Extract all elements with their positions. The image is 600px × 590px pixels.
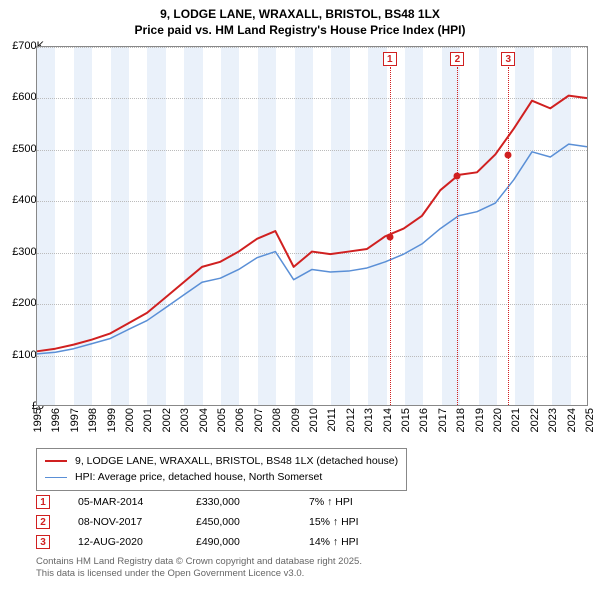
- sale-marker-point: [386, 234, 393, 241]
- x-axis-label: 2013: [363, 408, 375, 432]
- chart-title: 9, LODGE LANE, WRAXALL, BRISTOL, BS48 1L…: [0, 0, 600, 40]
- sale-hpi-delta: 15% ↑ HPI: [309, 516, 399, 528]
- sale-marker-point: [454, 172, 461, 179]
- sale-date: 05-MAR-2014: [78, 496, 168, 508]
- x-axis-label: 1998: [87, 408, 99, 432]
- x-axis-label: 2005: [216, 408, 228, 432]
- x-axis-label: 2012: [345, 408, 357, 432]
- line-series-svg: [37, 47, 587, 405]
- x-axis-label: 2007: [253, 408, 265, 432]
- legend-swatch: [45, 460, 67, 462]
- x-axis-label: 1997: [69, 408, 81, 432]
- sale-index-badge: 1: [36, 495, 50, 509]
- title-line-2: Price paid vs. HM Land Registry's House …: [10, 22, 590, 38]
- x-axis-label: 2022: [529, 408, 541, 432]
- sale-price: £450,000: [196, 516, 281, 528]
- legend-label: HPI: Average price, detached house, Nort…: [75, 469, 322, 485]
- x-axis-label: 2003: [179, 408, 191, 432]
- attribution-footer: Contains HM Land Registry data © Crown c…: [36, 556, 362, 581]
- x-axis-label: 2002: [161, 408, 173, 432]
- x-axis-label: 1995: [32, 408, 44, 432]
- sale-hpi-delta: 7% ↑ HPI: [309, 496, 399, 508]
- sales-row: 1 05-MAR-2014 £330,000 7% ↑ HPI: [36, 492, 399, 512]
- sale-date: 12-AUG-2020: [78, 536, 168, 548]
- x-axis-label: 2000: [124, 408, 136, 432]
- x-axis-label: 2008: [271, 408, 283, 432]
- x-axis-label: 2015: [400, 408, 412, 432]
- sale-index-badge: 2: [36, 515, 50, 529]
- series-line: [37, 144, 587, 354]
- sale-marker-point: [505, 152, 512, 159]
- x-axis-label: 2006: [234, 408, 246, 432]
- x-axis-label: 2004: [198, 408, 210, 432]
- legend-label: 9, LODGE LANE, WRAXALL, BRISTOL, BS48 1L…: [75, 453, 398, 469]
- sales-row: 2 08-NOV-2017 £450,000 15% ↑ HPI: [36, 512, 399, 532]
- x-axis-label: 2014: [382, 408, 394, 432]
- x-axis-label: 2023: [547, 408, 559, 432]
- chart-container: 9, LODGE LANE, WRAXALL, BRISTOL, BS48 1L…: [0, 0, 600, 590]
- sale-marker-badge: 2: [450, 52, 464, 66]
- x-axis-label: 2009: [290, 408, 302, 432]
- x-axis-label: 2020: [492, 408, 504, 432]
- x-axis-label: 1999: [106, 408, 118, 432]
- sale-marker-line: [508, 67, 509, 405]
- legend-row: HPI: Average price, detached house, Nort…: [45, 469, 398, 485]
- legend-row: 9, LODGE LANE, WRAXALL, BRISTOL, BS48 1L…: [45, 453, 398, 469]
- x-axis-label: 1996: [50, 408, 62, 432]
- sale-hpi-delta: 14% ↑ HPI: [309, 536, 399, 548]
- sale-price: £330,000: [196, 496, 281, 508]
- sale-index-badge: 3: [36, 535, 50, 549]
- series-line: [37, 96, 587, 352]
- plot-area: 1 2 3: [36, 46, 588, 406]
- legend: 9, LODGE LANE, WRAXALL, BRISTOL, BS48 1L…: [36, 448, 407, 491]
- sales-table: 1 05-MAR-2014 £330,000 7% ↑ HPI 2 08-NOV-2017…: [36, 492, 399, 552]
- x-axis-label: 2010: [308, 408, 320, 432]
- sale-marker-line: [457, 67, 458, 405]
- footer-line-1: Contains HM Land Registry data © Crown c…: [36, 556, 362, 568]
- sale-marker-badge: 1: [383, 52, 397, 66]
- x-axis-label: 2025: [584, 408, 596, 432]
- x-axis-label: 2011: [326, 408, 338, 432]
- x-axis-label: 2017: [437, 408, 449, 432]
- x-axis-label: 2001: [142, 408, 154, 432]
- footer-line-2: This data is licensed under the Open Gov…: [36, 568, 362, 580]
- title-line-1: 9, LODGE LANE, WRAXALL, BRISTOL, BS48 1L…: [10, 6, 590, 22]
- x-axis-label: 2018: [455, 408, 467, 432]
- legend-swatch: [45, 477, 67, 478]
- sale-price: £490,000: [196, 536, 281, 548]
- sale-date: 08-NOV-2017: [78, 516, 168, 528]
- x-axis-label: 2024: [566, 408, 578, 432]
- x-axis-label: 2019: [474, 408, 486, 432]
- x-axis-label: 2021: [510, 408, 522, 432]
- x-axis-label: 2016: [418, 408, 430, 432]
- sale-marker-badge: 3: [501, 52, 515, 66]
- sales-row: 3 12-AUG-2020 £490,000 14% ↑ HPI: [36, 532, 399, 552]
